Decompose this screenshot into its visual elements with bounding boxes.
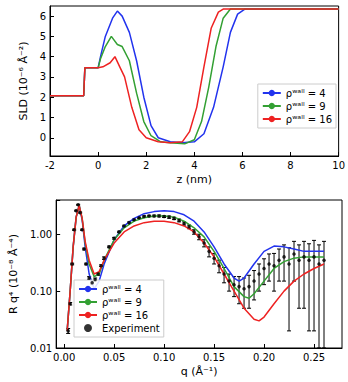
svg-text:0.01: 0.01 [30, 343, 52, 354]
svg-text:4: 4 [40, 51, 46, 62]
svg-text:0: 0 [40, 132, 46, 143]
svg-text:6: 6 [239, 160, 245, 171]
svg-text:ρʷᵃˡˡ = 16: ρʷᵃˡˡ = 16 [286, 114, 332, 125]
svg-text:ρʷᵃˡˡ = 4: ρʷᵃˡˡ = 4 [286, 88, 326, 99]
svg-text:2: 2 [143, 160, 149, 171]
svg-text:4: 4 [191, 160, 197, 171]
svg-text:0.10: 0.10 [30, 286, 52, 297]
svg-text:Experiment: Experiment [102, 323, 160, 334]
svg-text:ρʷᵃˡˡ = 9: ρʷᵃˡˡ = 9 [286, 101, 326, 112]
svg-text:2: 2 [40, 92, 46, 103]
svg-text:z (nm): z (nm) [177, 173, 213, 186]
svg-text:10: 10 [332, 160, 345, 171]
svg-text:SLD (10⁻⁶ Å⁻²): SLD (10⁻⁶ Å⁻²) [17, 41, 30, 120]
svg-text:0.25: 0.25 [303, 352, 325, 363]
svg-text:8: 8 [287, 160, 293, 171]
svg-text:-2: -2 [45, 160, 55, 171]
svg-text:0.05: 0.05 [103, 352, 125, 363]
svg-text:ρʷᵃˡˡ = 16: ρʷᵃˡˡ = 16 [102, 310, 148, 321]
svg-text:R q⁴ (10⁻⁸ Å⁻⁴): R q⁴ (10⁻⁸ Å⁻⁴) [7, 234, 20, 314]
svg-text:1.00: 1.00 [30, 229, 52, 240]
svg-text:0.20: 0.20 [253, 352, 275, 363]
svg-text:q (Å⁻¹): q (Å⁻¹) [181, 365, 218, 378]
svg-text:5: 5 [40, 31, 46, 42]
svg-text:0.10: 0.10 [153, 352, 175, 363]
svg-text:0: 0 [95, 160, 101, 171]
svg-text:0.15: 0.15 [203, 352, 225, 363]
svg-text:1: 1 [40, 112, 46, 123]
svg-text:0.00: 0.00 [53, 352, 75, 363]
svg-text:ρʷᵃˡˡ = 4: ρʷᵃˡˡ = 4 [102, 284, 142, 295]
svg-text:3: 3 [40, 71, 46, 82]
svg-text:ρʷᵃˡˡ = 9: ρʷᵃˡˡ = 9 [102, 297, 142, 308]
svg-text:6: 6 [40, 11, 46, 22]
